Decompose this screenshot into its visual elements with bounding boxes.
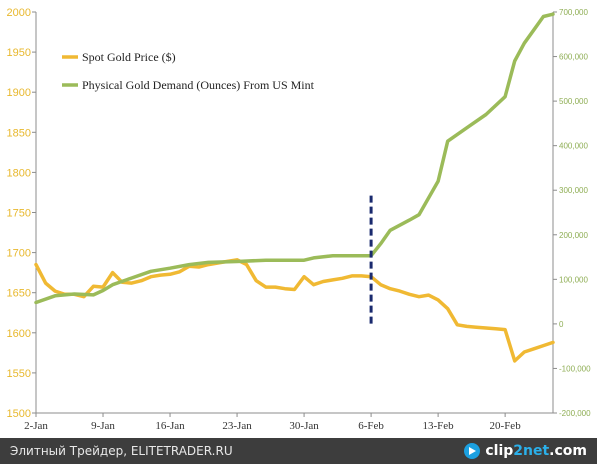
- y-left-tick-label: 1850: [7, 127, 31, 139]
- play-circle-icon: [464, 443, 481, 459]
- y-right-tick-label: 500,000: [559, 97, 588, 106]
- legend-label: Physical Gold Demand (Ounces) From US Mi…: [82, 78, 315, 92]
- us-mint-demand-line: [34, 12, 555, 305]
- logo-text: clip2net.com: [485, 443, 587, 459]
- y-left-tick-label: 1750: [7, 208, 31, 220]
- footer-bar: Элитный Трейдер, ELITETRADER.RU clip2net…: [0, 438, 597, 464]
- x-tick-label: 6-Feb: [358, 420, 384, 432]
- y-left-tick-label: 1650: [7, 288, 31, 300]
- y-right-tick-label: -100,000: [559, 364, 591, 373]
- y-right-tick-label: 100,000: [559, 275, 588, 284]
- y-right-tick-label: 700,000: [559, 8, 588, 17]
- y-left-tick-label: 2000: [7, 7, 31, 19]
- y-right-tick-label: 300,000: [559, 186, 588, 195]
- y-left-tick-label: 1700: [7, 248, 31, 260]
- y-left-tick-label: 1800: [7, 167, 31, 179]
- chart-background: [0, 0, 597, 438]
- y-left-tick-label: 1550: [7, 368, 31, 380]
- x-tick-label: 2-Jan: [24, 420, 48, 432]
- y-right-tick-label: 200,000: [559, 231, 588, 240]
- chart-canvas: 1500 1550 1600 1650 1700 1750 1800 1850 1900 1950…: [0, 0, 597, 438]
- y-left-tick-label: 1950: [7, 47, 31, 59]
- x-tick-label: 23-Jan: [222, 420, 252, 432]
- y-left-tick-label: 1500: [7, 408, 31, 420]
- x-tick-label: 16-Jan: [155, 420, 185, 432]
- legend-label: Spot Gold Price ($): [82, 50, 176, 64]
- x-tick-label: 20-Feb: [490, 420, 522, 432]
- y-right-tick-label: 600,000: [559, 53, 588, 62]
- y-left-tick-label: 1900: [7, 87, 31, 99]
- y-right-tick-label: 400,000: [559, 142, 588, 151]
- y-right-tick-label: 0: [559, 320, 564, 329]
- watermark-text: Элитный Трейдер, ELITETRADER.RU: [10, 444, 233, 458]
- clip2net-logo: clip2net.com: [464, 443, 587, 459]
- x-tick-label: 30-Jan: [289, 420, 319, 432]
- y-right-tick-label: -200,000: [559, 409, 591, 418]
- x-tick-label: 13-Feb: [423, 420, 455, 432]
- y-left-tick-label: 1600: [7, 328, 31, 340]
- x-tick-label: 9-Jan: [91, 420, 115, 432]
